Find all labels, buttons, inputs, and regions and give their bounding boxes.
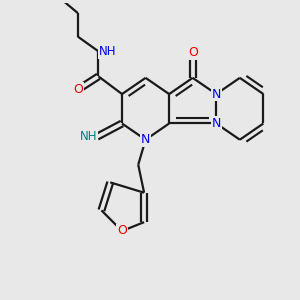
Text: O: O: [117, 224, 127, 238]
Text: O: O: [188, 46, 198, 59]
Text: NH: NH: [80, 130, 97, 143]
Text: N: N: [212, 117, 221, 130]
Text: N: N: [212, 88, 221, 100]
Text: O: O: [73, 83, 83, 96]
Text: NH: NH: [98, 45, 116, 58]
Text: N: N: [141, 133, 150, 146]
